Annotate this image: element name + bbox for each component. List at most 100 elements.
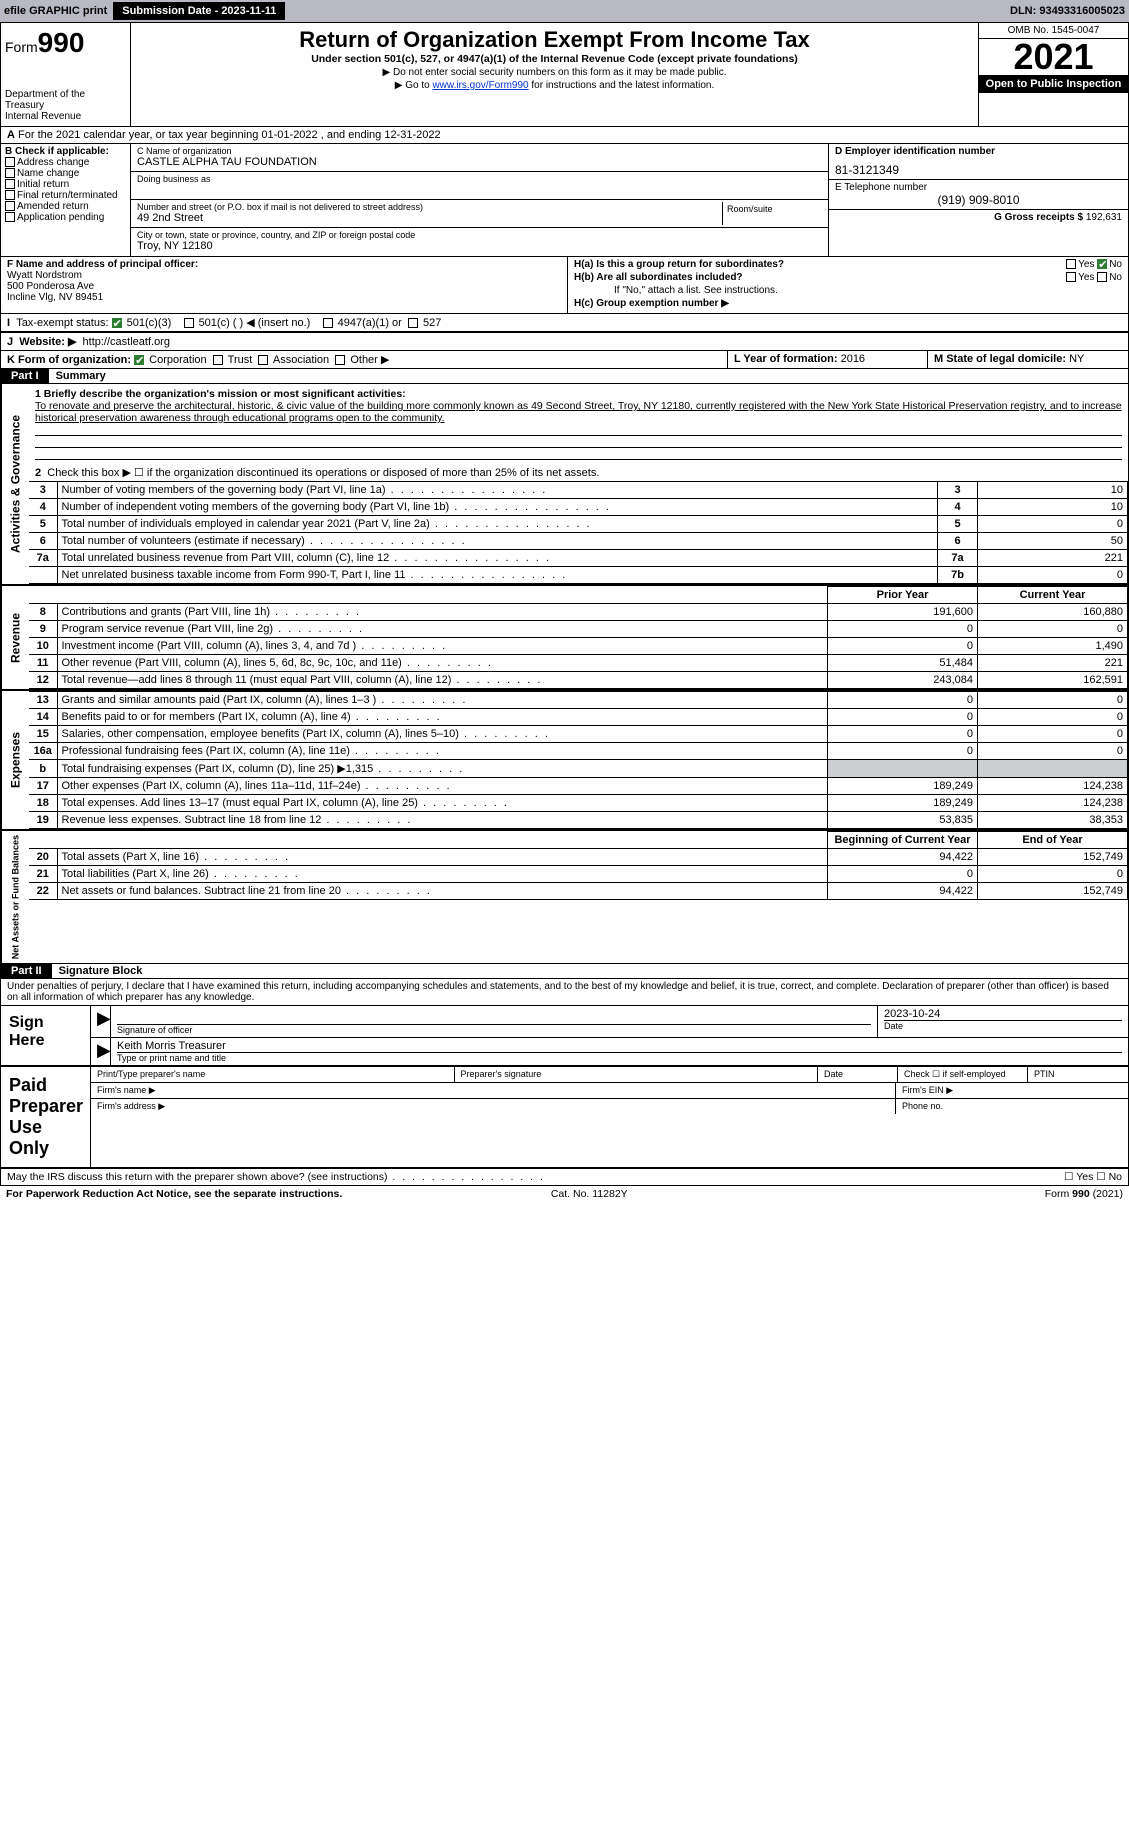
paid-preparer-row: Paid Preparer Use Only Print/Type prepar… — [1, 1066, 1128, 1168]
org-name: CASTLE ALPHA TAU FOUNDATION — [137, 156, 822, 168]
phone-label: Phone no. — [896, 1099, 1128, 1114]
e-phone-block: E Telephone number (919) 909-8010 — [829, 180, 1128, 210]
l-label: L Year of formation: — [734, 353, 838, 365]
sign-here-label: Sign Here — [1, 1006, 91, 1065]
c-dba-block: Doing business as — [131, 172, 828, 200]
chk-assoc[interactable] — [258, 355, 268, 365]
table-row: 8 Contributions and grants (Part VIII, l… — [29, 604, 1128, 621]
opt-trust: Trust — [228, 354, 253, 366]
prep-date-label: Date — [818, 1067, 898, 1082]
f-block: F Name and address of principal officer:… — [1, 257, 568, 313]
p1-governance: Activities & Governance 1 Briefly descri… — [1, 384, 1128, 586]
form-word: Form — [5, 39, 38, 55]
b-opt-final-label: Final return/terminated — [17, 190, 118, 201]
hb-note: If "No," attach a list. See instructions… — [574, 285, 1122, 296]
submission-date-button[interactable]: Submission Date - 2023-11-11 — [113, 2, 285, 20]
table-row: 13 Grants and similar amounts paid (Part… — [29, 692, 1128, 709]
sig-date: 2023-10-24 — [884, 1008, 1122, 1020]
chk-4947[interactable] — [323, 318, 333, 328]
vtab-expenses: Expenses — [1, 691, 29, 829]
table-row: 3 Number of voting members of the govern… — [29, 482, 1128, 499]
table-header: Beginning of Current YearEnd of Year — [29, 832, 1128, 849]
b-opt-name[interactable]: Name change — [5, 168, 126, 179]
prep-name-label: Print/Type preparer's name — [91, 1067, 455, 1082]
form-990-number: 990 — [38, 27, 85, 58]
p1-revenue: Revenue Prior YearCurrent Year8 Contribu… — [1, 586, 1128, 691]
goto-pre: ▶ Go to — [395, 80, 433, 91]
b-opt-final[interactable]: Final return/terminated — [5, 190, 126, 201]
opt-527: 527 — [423, 317, 441, 329]
l-block: L Year of formation: 2016 — [728, 351, 928, 368]
room-suite: Room/suite — [722, 202, 822, 225]
room-label: Room/suite — [727, 204, 818, 214]
f-label: F Name and address of principal officer: — [7, 259, 198, 270]
year-formation: 2016 — [841, 353, 865, 365]
table-row: 6 Total number of volunteers (estimate i… — [29, 533, 1128, 550]
table-row: 16a Professional fundraising fees (Part … — [29, 743, 1128, 760]
pra-notice: For Paperwork Reduction Act Notice, see … — [6, 1188, 342, 1200]
officer-addr1: 500 Ponderosa Ave — [7, 281, 561, 292]
form-container: Form990 Department of the Treasury Inter… — [0, 22, 1129, 1186]
ha-line: H(a) Is this a group return for subordin… — [574, 259, 1122, 270]
chk-trust[interactable] — [213, 355, 223, 365]
b-header: B Check if applicable: — [5, 146, 126, 157]
hb-line: H(b) Are all subordinates included? Yes … — [574, 272, 1122, 283]
vtab-governance: Activities & Governance — [1, 384, 29, 584]
b-opt-amended-label: Amended return — [17, 201, 89, 212]
g-receipts-block: G Gross receipts $ 192,631 — [829, 210, 1128, 238]
b-opt-amended[interactable]: Amended return — [5, 201, 126, 212]
chk-527[interactable] — [408, 318, 418, 328]
b-opt-name-label: Name change — [17, 168, 79, 179]
chk-501c[interactable] — [184, 318, 194, 328]
page-footer: For Paperwork Reduction Act Notice, see … — [0, 1186, 1129, 1202]
irs-link[interactable]: www.irs.gov/Form990 — [432, 80, 528, 91]
m-label: M State of legal domicile: — [934, 353, 1066, 365]
b-opt-address[interactable]: Address change — [5, 157, 126, 168]
p1-gov-body: 1 Briefly describe the organization's mi… — [29, 384, 1128, 584]
ssn-warning: ▶ Do not enter social security numbers o… — [139, 67, 970, 78]
table-row: 21 Total liabilities (Part X, line 26) 0… — [29, 866, 1128, 883]
part1-title: Summary — [52, 370, 110, 382]
fh-row: F Name and address of principal officer:… — [1, 257, 1128, 314]
chk-corp[interactable] — [134, 355, 144, 365]
opt-4947: 4947(a)(1) or — [338, 317, 402, 329]
discuss-row: May the IRS discuss this return with the… — [1, 1168, 1128, 1185]
b-opt-initial[interactable]: Initial return — [5, 179, 126, 190]
table-row: 19 Revenue less expenses. Subtract line … — [29, 812, 1128, 829]
form-subtitle: Under section 501(c), 527, or 4947(a)(1)… — [139, 53, 970, 65]
c-city-label: City or town, state or province, country… — [137, 230, 822, 240]
open-to-public: Open to Public Inspection — [979, 75, 1128, 93]
opt-other: Other ▶ — [350, 354, 389, 366]
chk-501c3[interactable] — [112, 318, 122, 328]
line2: 2 Check this box ▶ ☐ if the organization… — [29, 464, 1128, 481]
header-right: OMB No. 1545-0047 2021 Open to Public In… — [978, 23, 1128, 126]
opt-assoc: Association — [273, 354, 329, 366]
table-header: Prior YearCurrent Year — [29, 587, 1128, 604]
top-bar: efile GRAPHIC print Submission Date - 20… — [0, 0, 1129, 22]
form-footer: Form 990 (2021) — [1045, 1188, 1123, 1200]
hc-label: H(c) Group exemption number ▶ — [574, 298, 729, 309]
b-opt-pending[interactable]: Application pending — [5, 212, 126, 223]
table-row: 12 Total revenue—add lines 8 through 11 … — [29, 672, 1128, 689]
table-row: 10 Investment income (Part VIII, column … — [29, 638, 1128, 655]
ha-label: H(a) Is this a group return for subordin… — [574, 259, 784, 270]
firm-ein-label: Firm's EIN ▶ — [896, 1083, 1128, 1098]
name-title-label: Type or print name and title — [117, 1052, 1122, 1063]
goto-line: ▶ Go to www.irs.gov/Form990 for instruct… — [139, 80, 970, 91]
table-row: Net unrelated business taxable income fr… — [29, 567, 1128, 584]
table-row: b Total fundraising expenses (Part IX, c… — [29, 760, 1128, 778]
col-b: B Check if applicable: Address change Na… — [1, 144, 131, 256]
part1-badge: Part I — [1, 369, 49, 383]
tax-year: 2021 — [979, 39, 1128, 75]
d-ein-block: D Employer identification number 81-3121… — [829, 144, 1128, 180]
part2-badge: Part II — [1, 964, 52, 978]
opt-corp: Corporation — [149, 354, 206, 366]
dept-treasury: Department of the Treasury — [5, 89, 126, 111]
chk-other[interactable] — [335, 355, 345, 365]
exp-table: 13 Grants and similar amounts paid (Part… — [29, 691, 1128, 829]
line2-text: Check this box ▶ ☐ if the organization d… — [47, 467, 599, 479]
table-row: 20 Total assets (Part X, line 16) 94,422… — [29, 849, 1128, 866]
b-opt-initial-label: Initial return — [17, 179, 69, 190]
table-row: 9 Program service revenue (Part VIII, li… — [29, 621, 1128, 638]
website-value: http://castleatf.org — [83, 336, 170, 348]
